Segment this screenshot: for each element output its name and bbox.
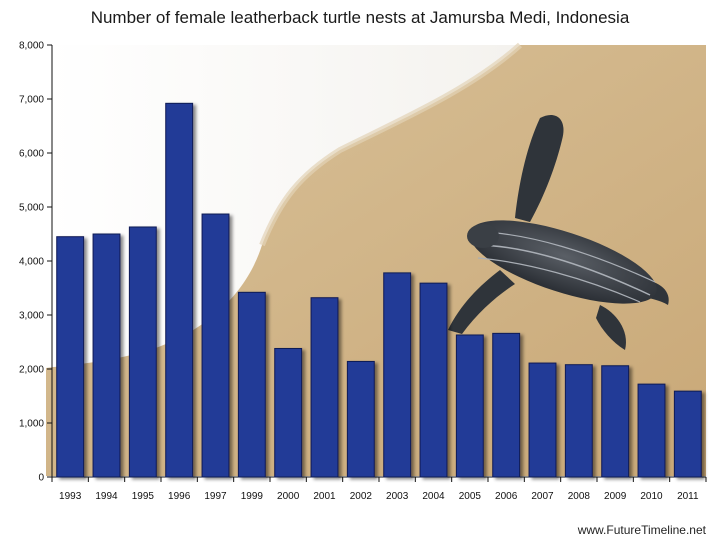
x-tick-label: 1996 (168, 491, 191, 502)
bar-2006 (492, 332, 521, 478)
y-tick-label: 5,000 (19, 203, 44, 214)
x-tick-label: 2003 (386, 491, 409, 502)
bar-2007 (528, 362, 557, 478)
bar-2001 (310, 297, 339, 478)
x-tick-label: 2011 (677, 491, 699, 502)
bar-1993 (56, 236, 85, 478)
source-credit: www.FutureTimeline.net (577, 523, 706, 537)
y-tick-label: 2,000 (19, 365, 44, 376)
x-tick-label: 2005 (459, 491, 482, 502)
y-tick-label: 4,000 (19, 257, 44, 268)
x-tick-label: 2001 (313, 491, 336, 502)
y-tick-label: 0 (38, 473, 44, 484)
bar-1997 (201, 213, 230, 478)
bar-1995 (128, 226, 157, 478)
x-tick-label: 1995 (132, 491, 155, 502)
bar-2002 (346, 360, 375, 478)
turtle-icon (448, 114, 669, 350)
x-tick-label: 1999 (241, 491, 264, 502)
x-tick-label: 2010 (640, 491, 663, 502)
x-tick-label: 2009 (604, 491, 627, 502)
x-tick-label: 2000 (277, 491, 300, 502)
chart-title: Number of female leatherback turtle nest… (90, 8, 630, 27)
bar-2000 (274, 347, 303, 478)
x-tick-label: 2004 (422, 491, 445, 502)
bar-2009 (601, 365, 630, 478)
y-tick-label: 7,000 (19, 95, 44, 106)
y-tick-label: 1,000 (19, 419, 44, 430)
x-tick-label: 1993 (59, 491, 82, 502)
bar-1996 (165, 102, 194, 478)
x-tick-label: 2006 (495, 491, 518, 502)
x-tick-label: 2008 (568, 491, 591, 502)
x-tick-label: 1997 (204, 491, 227, 502)
x-tick-label: 1994 (95, 491, 118, 502)
bar-2011 (673, 390, 702, 478)
x-tick-label: 2002 (350, 491, 373, 502)
bar-2008 (564, 364, 593, 478)
bar-1994 (92, 233, 121, 478)
y-tick-label: 3,000 (19, 311, 44, 322)
bar-2005 (455, 334, 484, 478)
bar-2004 (419, 282, 448, 478)
bar-2010 (637, 383, 666, 478)
bar-2003 (383, 272, 412, 478)
y-tick-label: 8,000 (19, 41, 44, 52)
bar-1999 (237, 291, 266, 478)
y-tick-label: 6,000 (19, 149, 44, 160)
x-tick-label: 2007 (531, 491, 554, 502)
